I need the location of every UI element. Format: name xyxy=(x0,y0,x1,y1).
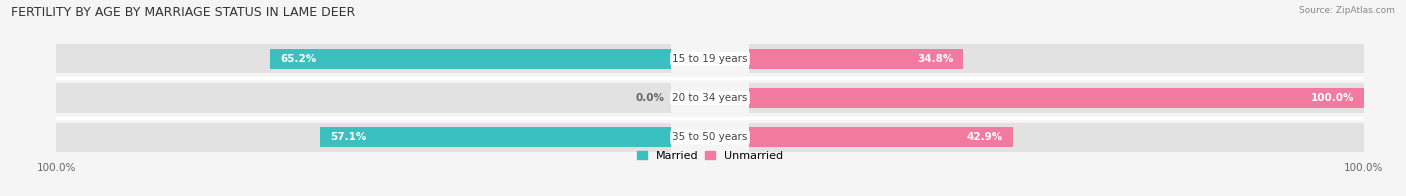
Text: 100.0%: 100.0% xyxy=(1310,93,1354,103)
Text: 20 to 34 years: 20 to 34 years xyxy=(672,93,748,103)
Text: 34.8%: 34.8% xyxy=(917,54,953,64)
Bar xyxy=(749,83,1364,113)
Legend: Married, Unmarried: Married, Unmarried xyxy=(633,146,787,165)
Text: 35 to 50 years: 35 to 50 years xyxy=(672,132,748,142)
Text: Source: ZipAtlas.com: Source: ZipAtlas.com xyxy=(1299,6,1395,15)
Bar xyxy=(749,127,1012,147)
Text: 42.9%: 42.9% xyxy=(967,132,1002,142)
Text: 57.1%: 57.1% xyxy=(329,132,366,142)
Bar xyxy=(749,44,1364,73)
Text: 15 to 19 years: 15 to 19 years xyxy=(672,54,748,64)
Bar xyxy=(749,49,963,69)
Text: 65.2%: 65.2% xyxy=(280,54,316,64)
Bar xyxy=(270,49,671,69)
Text: FERTILITY BY AGE BY MARRIAGE STATUS IN LAME DEER: FERTILITY BY AGE BY MARRIAGE STATUS IN L… xyxy=(11,6,356,19)
Bar xyxy=(56,44,671,73)
Text: 0.0%: 0.0% xyxy=(636,93,664,103)
Bar xyxy=(56,83,671,113)
Bar xyxy=(749,123,1364,152)
Bar xyxy=(56,123,671,152)
Bar xyxy=(321,127,671,147)
Bar xyxy=(749,88,1364,108)
